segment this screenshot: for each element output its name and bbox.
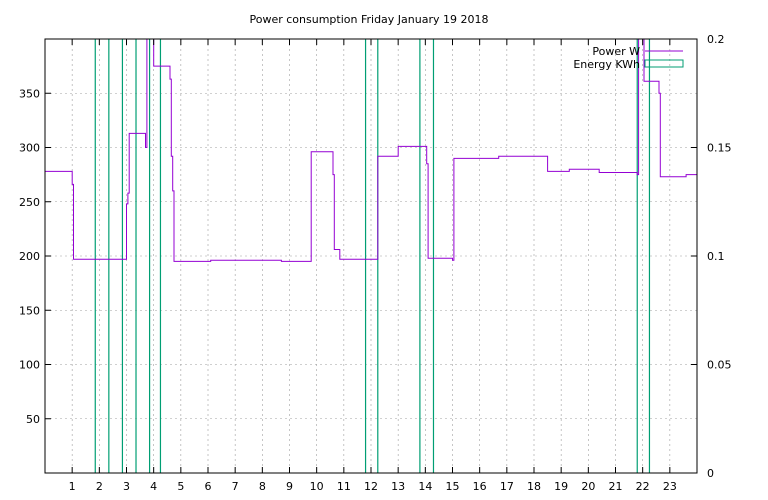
axis-ticks: 1 2 3 4 5 6 7 8 9 10 11 12 13 14 15 16 17 18 19 20 21 22 23501… (19, 33, 732, 493)
y-tick-label: 200 (19, 250, 40, 263)
x-tick-label: 17 (500, 480, 514, 493)
y2-tick-label: 0.05 (707, 359, 732, 372)
x-tick-label: 15 (446, 480, 460, 493)
x-tick-label: 12 (364, 480, 378, 493)
y2-tick-label: 0.15 (707, 142, 732, 155)
y-tick-label: 300 (19, 142, 40, 155)
x-tick-label: 2 (96, 480, 103, 493)
x-tick-label: 9 (286, 480, 293, 493)
x-tick-label: 13 (391, 480, 405, 493)
x-tick-label: 6 (205, 480, 212, 493)
x-tick-label: 21 (609, 480, 623, 493)
y-tick-label: 150 (19, 304, 40, 317)
x-tick-label: 10 (310, 480, 324, 493)
x-tick-label: 23 (663, 480, 677, 493)
x-tick-label: 18 (527, 480, 541, 493)
legend-energy-swatch (644, 59, 684, 68)
legend-power-label: Power W (592, 45, 640, 58)
y-tick-label: 250 (19, 196, 40, 209)
y-tick-label: 350 (19, 87, 40, 100)
x-tick-label: 5 (177, 480, 184, 493)
x-tick-label: 3 (123, 480, 130, 493)
x-tick-label: 22 (636, 480, 650, 493)
energy-series (94, 39, 651, 473)
x-tick-label: 1 (69, 480, 76, 493)
y2-tick-label: 0 (707, 467, 714, 480)
y-tick-label: 50 (26, 413, 40, 426)
x-tick-label: 14 (418, 480, 432, 493)
chart-title: Power consumption Friday January 19 2018 (250, 13, 489, 26)
y2-tick-label: 0.2 (707, 33, 725, 46)
power-line (45, 38, 697, 262)
x-tick-label: 11 (337, 480, 351, 493)
power-series (45, 38, 697, 262)
y2-tick-label: 0.1 (707, 250, 725, 263)
x-tick-label: 16 (473, 480, 487, 493)
y-tick-label: 100 (19, 359, 40, 372)
grid (45, 39, 697, 473)
x-tick-label: 8 (259, 480, 266, 493)
x-tick-label: 19 (554, 480, 568, 493)
x-tick-label: 7 (232, 480, 239, 493)
legend: Power W Energy KWh (573, 45, 684, 71)
x-tick-label: 20 (581, 480, 595, 493)
legend-energy-label: Energy KWh (573, 58, 640, 71)
x-tick-label: 4 (150, 480, 157, 493)
